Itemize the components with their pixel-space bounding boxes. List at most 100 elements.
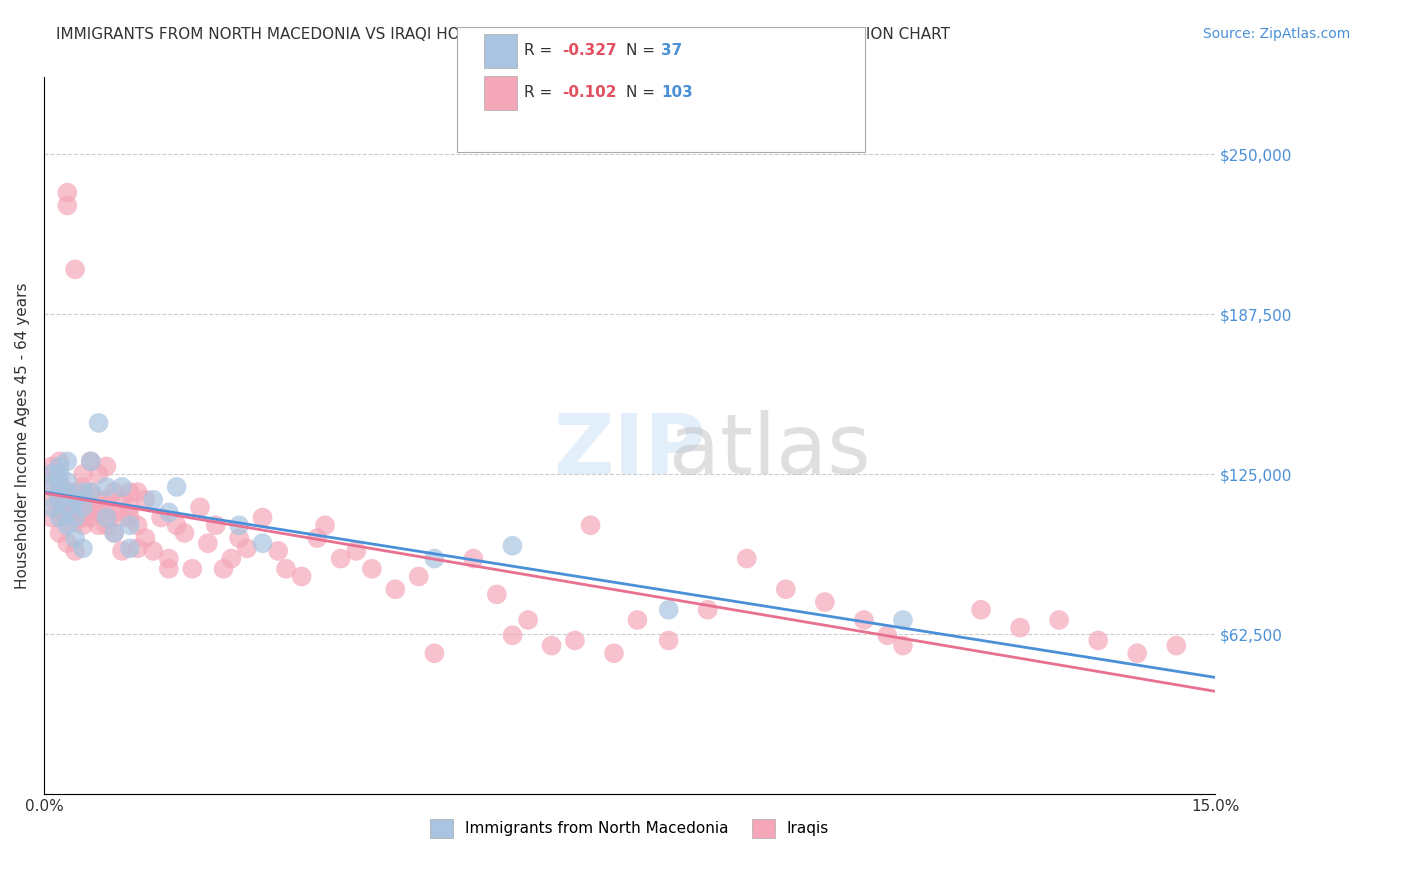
Text: -0.327: -0.327 [562, 44, 617, 58]
Point [48, 459, 70, 474]
Point [157, 551, 180, 566]
Point [41, 459, 63, 474]
Point [252, 510, 274, 524]
Point [56, 536, 79, 550]
Point [48, 454, 70, 468]
Point [157, 506, 180, 520]
Point [63, 492, 86, 507]
Point [41, 467, 63, 482]
Point [127, 541, 149, 556]
Point [118, 485, 141, 500]
Point [1047, 613, 1070, 627]
Point [80, 454, 103, 468]
Point [564, 633, 586, 648]
Text: 37: 37 [661, 44, 682, 58]
Point [142, 492, 165, 507]
Text: N =: N = [626, 86, 659, 100]
Point [658, 633, 681, 648]
Text: 103: 103 [661, 86, 693, 100]
Point [221, 551, 243, 566]
Point [142, 544, 165, 558]
Point [63, 262, 86, 277]
Point [236, 541, 259, 556]
Point [501, 539, 523, 553]
Point [80, 485, 103, 500]
Point [157, 562, 180, 576]
Point [181, 562, 204, 576]
Point [48, 485, 70, 500]
Point [540, 639, 562, 653]
Point [87, 518, 110, 533]
Point [204, 518, 226, 533]
Point [96, 459, 118, 474]
Point [274, 562, 297, 576]
Point [111, 544, 134, 558]
Legend: Immigrants from North Macedonia, Iraqis: Immigrants from North Macedonia, Iraqis [425, 813, 835, 844]
Point [408, 569, 430, 583]
Text: Source: ZipAtlas.com: Source: ZipAtlas.com [1202, 27, 1350, 41]
Point [96, 510, 118, 524]
Point [80, 485, 103, 500]
Point [41, 480, 63, 494]
Point [891, 613, 914, 627]
Point [56, 500, 79, 515]
Point [166, 518, 188, 533]
Point [329, 551, 352, 566]
Point [118, 541, 141, 556]
Point [48, 492, 70, 507]
Point [56, 475, 79, 489]
Point [517, 613, 540, 627]
Point [423, 551, 446, 566]
Point [103, 526, 125, 541]
Point [56, 518, 79, 533]
Point [72, 510, 94, 524]
Point [96, 480, 118, 494]
Point [658, 603, 681, 617]
Point [463, 551, 485, 566]
Point [603, 646, 626, 660]
Point [891, 639, 914, 653]
Point [72, 480, 94, 494]
Point [314, 518, 336, 533]
Point [344, 544, 367, 558]
Text: -0.102: -0.102 [562, 86, 617, 100]
Point [103, 485, 125, 500]
Point [103, 526, 125, 541]
Point [1126, 646, 1149, 660]
Point [48, 506, 70, 520]
Point [72, 518, 94, 533]
Point [384, 582, 406, 597]
Point [118, 500, 141, 515]
Point [72, 485, 94, 500]
Point [87, 492, 110, 507]
Point [48, 467, 70, 482]
Text: N =: N = [626, 44, 659, 58]
Text: R =: R = [524, 86, 558, 100]
Point [63, 510, 86, 524]
Point [579, 518, 602, 533]
Point [134, 492, 156, 507]
Point [72, 467, 94, 482]
Point [63, 492, 86, 507]
Point [72, 492, 94, 507]
Point [63, 500, 86, 515]
Point [852, 613, 875, 627]
Point [212, 562, 235, 576]
Point [501, 628, 523, 642]
Y-axis label: Householder Income Ages 45 - 64 years: Householder Income Ages 45 - 64 years [15, 283, 30, 589]
Point [72, 500, 94, 515]
Point [41, 492, 63, 507]
Point [80, 510, 103, 524]
Point [72, 541, 94, 556]
Point [63, 544, 86, 558]
Point [118, 518, 141, 533]
Point [48, 475, 70, 489]
Point [814, 595, 837, 609]
Point [87, 506, 110, 520]
Point [696, 603, 718, 617]
Point [56, 186, 79, 200]
Point [1166, 639, 1188, 653]
Point [56, 500, 79, 515]
Point [80, 500, 103, 515]
Point [87, 416, 110, 430]
